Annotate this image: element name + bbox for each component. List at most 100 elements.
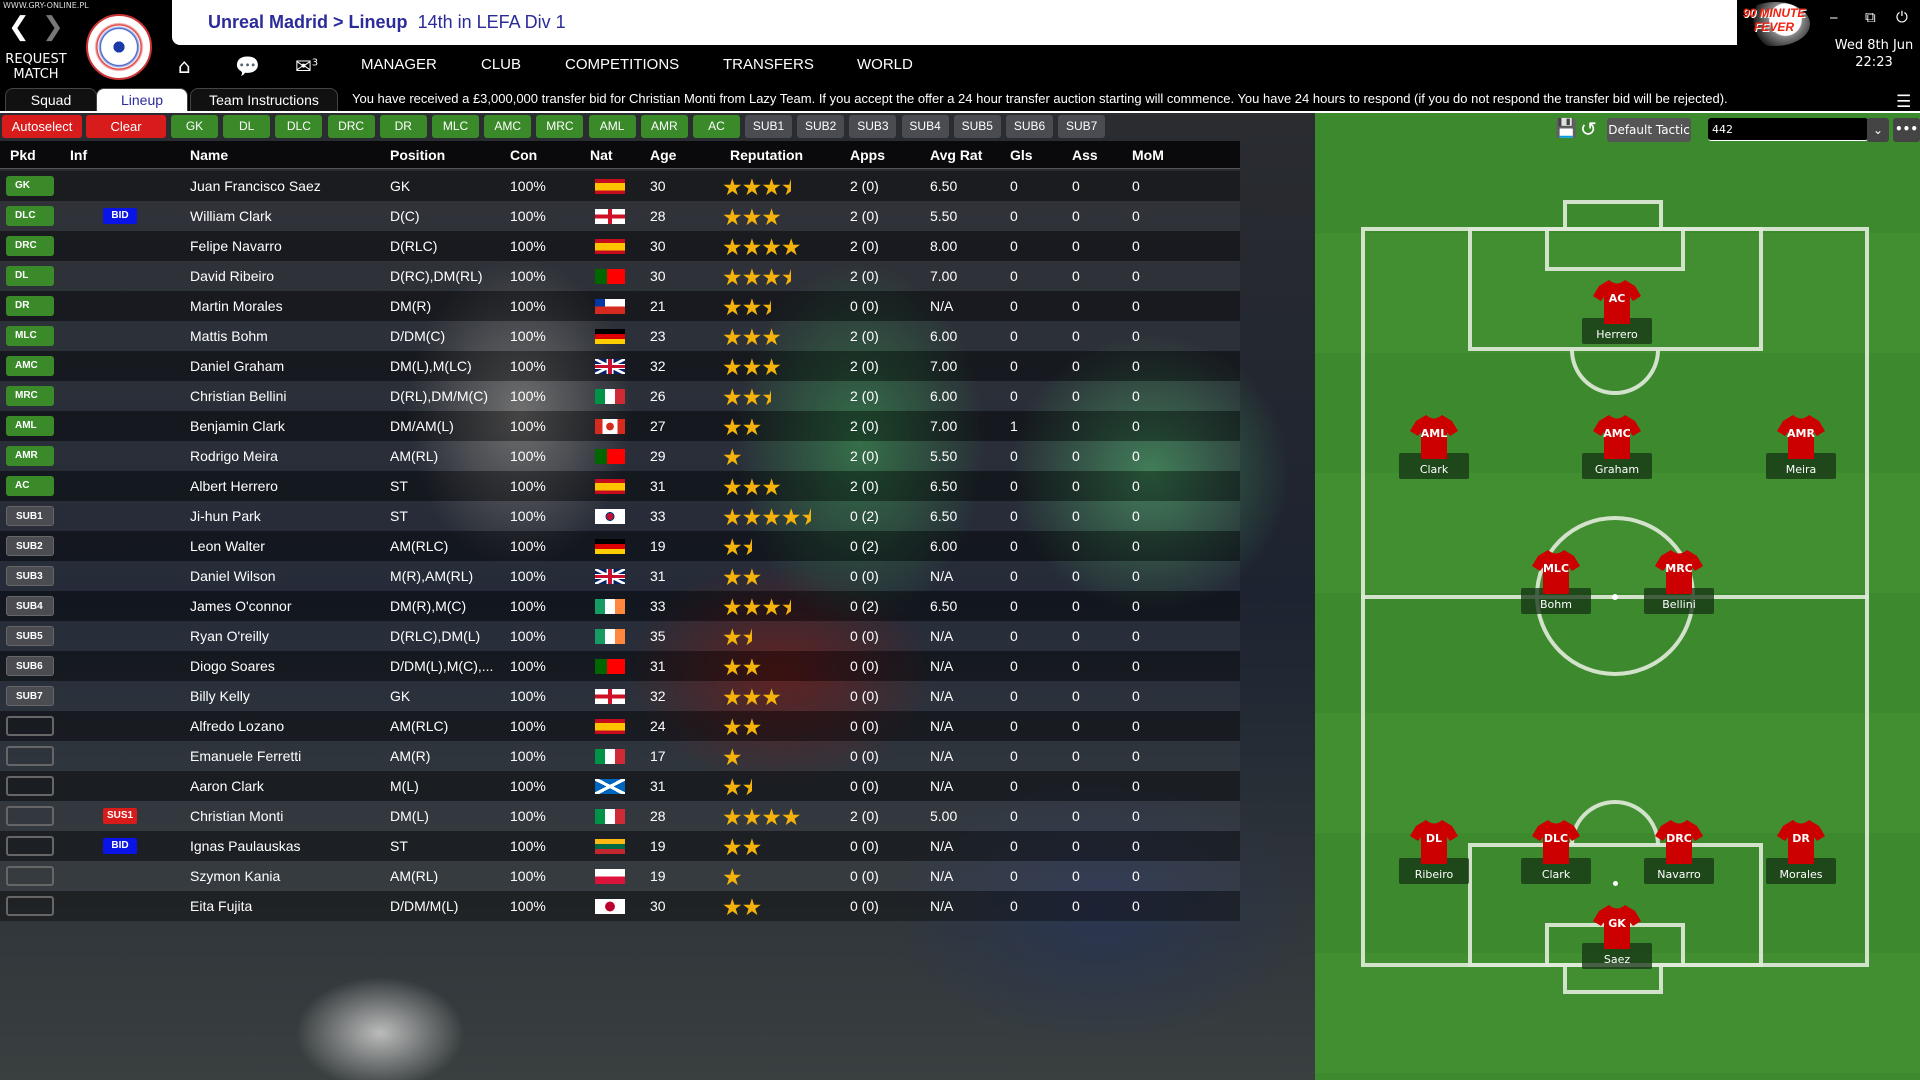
- chevron-down-icon[interactable]: ⌄: [1867, 118, 1889, 142]
- position-button-dlc[interactable]: DLC: [275, 115, 323, 138]
- sub-button-sub5[interactable]: SUB5: [953, 115, 1001, 138]
- sub-button-sub4[interactable]: SUB4: [901, 115, 949, 138]
- column-header-inf[interactable]: Inf: [70, 147, 88, 163]
- column-header-reputation[interactable]: Reputation: [730, 147, 804, 163]
- position-button-ac[interactable]: AC: [693, 115, 740, 138]
- sub-button-sub1[interactable]: SUB1: [745, 115, 792, 138]
- transfer-bid-message[interactable]: You have received a £3,000,000 transfer …: [352, 91, 1728, 106]
- player-name[interactable]: Christian Monti: [190, 808, 284, 824]
- table-row[interactable]: DL David Ribeiro D(RC),DM(RL) 100% 30 2 (0) 7.…: [0, 261, 1240, 291]
- position-button-amc[interactable]: AMC: [484, 115, 532, 138]
- default-tactic-button[interactable]: Default Tactic: [1607, 118, 1691, 142]
- power-icon[interactable]: ⏻: [1896, 8, 1908, 26]
- picked-position-badge[interactable]: [6, 836, 54, 856]
- picked-position-badge[interactable]: [6, 776, 54, 796]
- player-name[interactable]: Martin Morales: [190, 298, 283, 314]
- picked-position-badge[interactable]: [6, 746, 54, 766]
- position-button-drc[interactable]: DRC: [327, 115, 375, 138]
- table-row[interactable]: SUB5 Ryan O'reilly D(RLC),DM(L) 100% 35 0 (0)…: [0, 621, 1240, 651]
- picked-position-badge[interactable]: DR: [6, 296, 54, 316]
- nav-competitions[interactable]: COMPETITIONS: [565, 56, 680, 73]
- table-row[interactable]: AMR Rodrigo Meira AM(RL) 100% 29 2 (0) 5.50 0 0 0…: [0, 441, 1240, 471]
- minimize-icon[interactable]: ⎯: [1830, 8, 1838, 26]
- tab-team-instructions[interactable]: Team Instructions: [190, 88, 338, 111]
- table-row[interactable]: Alfredo Lozano AM(RLC) 100% 24 0 (0) N/A 0 0 0 ★★: [0, 711, 1240, 741]
- pitch-player-ac[interactable]: Herrero AC: [1582, 278, 1652, 358]
- pitch-player-mrc[interactable]: Bellini MRC: [1644, 548, 1714, 628]
- player-name[interactable]: Ignas Paulauskas: [190, 838, 301, 854]
- table-row[interactable]: MLC Mattis Bohm D/DM(C) 100% 23 2 (0) 6.00 0 0 0 ★…: [0, 321, 1240, 351]
- menu-icon[interactable]: ☰: [1896, 92, 1912, 112]
- column-header-mom[interactable]: MoM: [1132, 147, 1164, 163]
- picked-position-badge[interactable]: DRC: [6, 236, 54, 256]
- clear-button[interactable]: Clear: [86, 115, 166, 138]
- player-name[interactable]: Billy Kelly: [190, 688, 250, 704]
- picked-position-badge[interactable]: AML: [6, 416, 54, 436]
- picked-position-badge[interactable]: SUB4: [6, 596, 54, 616]
- column-header-ass[interactable]: Ass: [1072, 147, 1098, 163]
- formation-select[interactable]: 442: [1708, 118, 1868, 141]
- player-name[interactable]: Leon Walter: [190, 538, 265, 554]
- picked-position-badge[interactable]: AC: [6, 476, 54, 496]
- request-match-button[interactable]: REQUEST MATCH: [5, 52, 67, 82]
- tab-lineup[interactable]: Lineup: [96, 88, 188, 111]
- column-header-gls[interactable]: Gls: [1010, 147, 1033, 163]
- player-name[interactable]: Rodrigo Meira: [190, 448, 278, 464]
- table-row[interactable]: DLC BID William Clark D(C) 100% 28 2 (0) 5.50 0 0…: [0, 201, 1240, 231]
- picked-position-badge[interactable]: SUB5: [6, 626, 54, 646]
- player-name[interactable]: William Clark: [190, 208, 272, 224]
- table-row[interactable]: DR Martin Morales DM(R) 100% 21 0 (0) N/A 0 0 0 ★★…: [0, 291, 1240, 321]
- table-row[interactable]: Aaron Clark M(L) 100% 31 0 (0) N/A 0 0 0 ★★: [0, 771, 1240, 801]
- column-header-name[interactable]: Name: [190, 147, 229, 163]
- sub-button-sub6[interactable]: SUB6: [1006, 115, 1053, 138]
- chat-icon[interactable]: 💬: [235, 54, 260, 78]
- mail-icon[interactable]: ✉3: [295, 54, 319, 78]
- sub-button-sub7[interactable]: SUB7: [1058, 115, 1106, 138]
- player-name[interactable]: Albert Herrero: [190, 478, 278, 494]
- sub-button-sub2[interactable]: SUB2: [797, 115, 845, 138]
- table-row[interactable]: Szymon Kania AM(RL) 100% 19 0 (0) N/A 0 0 0 ★: [0, 861, 1240, 891]
- pitch-player-aml[interactable]: Clark AML: [1399, 413, 1469, 493]
- nav-manager[interactable]: MANAGER: [361, 56, 437, 73]
- reset-icon[interactable]: ↺: [1580, 117, 1597, 141]
- player-name[interactable]: Alfredo Lozano: [190, 718, 285, 734]
- picked-position-badge[interactable]: GK: [6, 176, 54, 196]
- column-header-position[interactable]: Position: [390, 147, 446, 163]
- table-row[interactable]: MRC Christian Bellini D(RL),DM/M(C) 100% 26 2…: [0, 381, 1240, 411]
- player-name[interactable]: Mattis Bohm: [190, 328, 268, 344]
- autoselect-button[interactable]: Autoselect: [2, 115, 82, 138]
- club-logo[interactable]: [86, 14, 152, 80]
- player-name[interactable]: Felipe Navarro: [190, 238, 282, 254]
- club-name[interactable]: Unreal Madrid: [208, 12, 329, 32]
- player-name[interactable]: Christian Bellini: [190, 388, 287, 404]
- table-row[interactable]: AC Albert Herrero ST 100% 31 2 (0) 6.50 0 0 0 ★★★: [0, 471, 1240, 501]
- table-row[interactable]: DRC Felipe Navarro D(RLC) 100% 30 2 (0) 8.00 0 0…: [0, 231, 1240, 261]
- player-name[interactable]: Daniel Wilson: [190, 568, 276, 584]
- pitch-player-amr[interactable]: Meira AMR: [1766, 413, 1836, 493]
- table-row[interactable]: SUB7 Billy Kelly GK 100% 32 0 (0) N/A 0 0 0 ★★★: [0, 681, 1240, 711]
- table-row[interactable]: SUB6 Diogo Soares D/DM(L),M(C),... 100% 31 0 …: [0, 651, 1240, 681]
- pitch-player-dr[interactable]: Morales DR: [1766, 818, 1836, 898]
- player-name[interactable]: Szymon Kania: [190, 868, 281, 884]
- position-button-dr[interactable]: DR: [379, 115, 427, 138]
- picked-position-badge[interactable]: SUB3: [6, 566, 54, 586]
- picked-position-badge[interactable]: SUB1: [6, 506, 54, 526]
- table-row[interactable]: SUB4 James O'connor DM(R),M(C) 100% 33 0 (2) 6…: [0, 591, 1240, 621]
- player-name[interactable]: Juan Francisco Saez: [190, 178, 321, 194]
- picked-position-badge[interactable]: DLC: [6, 206, 54, 226]
- pitch-player-gk[interactable]: Saez GK: [1582, 903, 1652, 983]
- position-button-dl[interactable]: DL: [223, 115, 271, 138]
- picked-position-badge[interactable]: SUB7: [6, 686, 54, 706]
- player-name[interactable]: Diogo Soares: [190, 658, 275, 674]
- pitch-player-dlc[interactable]: Clark DLC: [1521, 818, 1591, 898]
- position-button-amr[interactable]: AMR: [640, 115, 688, 138]
- player-name[interactable]: Daniel Graham: [190, 358, 285, 374]
- player-name[interactable]: Ji-hun Park: [190, 508, 261, 524]
- table-row[interactable]: GK Juan Francisco Saez GK 100% 30 2 (0) 6.50 0 0…: [0, 171, 1240, 201]
- position-button-aml[interactable]: AML: [588, 115, 636, 138]
- player-name[interactable]: James O'connor: [190, 598, 292, 614]
- sub-button-sub3[interactable]: SUB3: [849, 115, 897, 138]
- picked-position-badge[interactable]: DL: [6, 266, 54, 286]
- table-row[interactable]: SUS1 Christian Monti DM(L) 100% 28 2 (0) 5.00 0…: [0, 801, 1240, 831]
